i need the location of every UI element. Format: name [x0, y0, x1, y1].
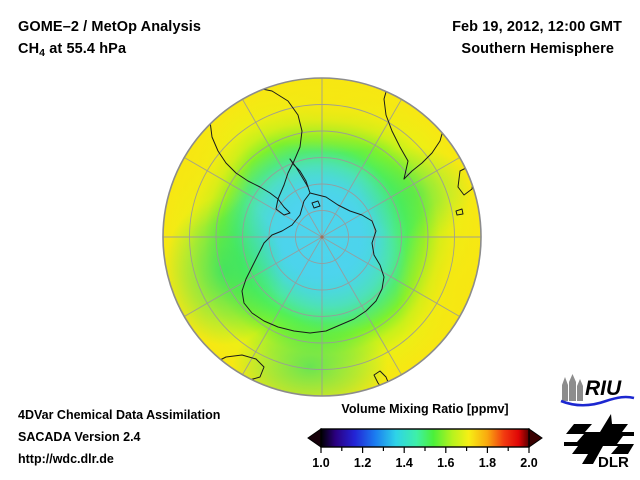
colorbar-tick-label: 1.6: [437, 456, 454, 470]
footer-left: 4DVar Chemical Data Assimilation SACADA …: [18, 404, 308, 470]
colorbar-under-arrow: [307, 428, 322, 448]
region-label: Southern Hemisphere: [461, 41, 614, 57]
riu-wordmark: RIU: [585, 377, 622, 400]
colorbar-title: Volume Mixing Ratio [ppmv]: [341, 402, 509, 416]
header-right: Feb 19, 2012, 12:00 GMT Southern Hemisph…: [322, 16, 622, 60]
colorbar-tick-label: 1.4: [396, 456, 413, 470]
datetime-label: Feb 19, 2012, 12:00 GMT: [452, 19, 622, 35]
colorbar-over-arrow: [528, 428, 543, 448]
globe-limb: [162, 77, 482, 397]
colorbar-tick-label: 2.0: [520, 456, 537, 470]
header-left: GOME–2 / MetOp Analysis CH4 at 55.4 hPa: [18, 16, 348, 64]
instrument-title: GOME–2 / MetOp Analysis: [18, 19, 202, 35]
riu-towers-icon: [562, 374, 583, 401]
version-label: SACADA Version 2.4: [18, 430, 141, 444]
colorbar-gradient: [320, 428, 530, 448]
colorbar-tick-label: 1.8: [479, 456, 496, 470]
colorbar-tick-labels: 1.0 1.2 1.4 1.6 1.8 2.0: [312, 456, 537, 470]
species-subscript: 4: [39, 46, 46, 59]
colorbar-tick-label: 1.2: [354, 456, 371, 470]
species-suffix: at 55.4 hPa: [45, 41, 127, 57]
species-level-title: CH4 at 55.4 hPa: [18, 38, 348, 64]
globe-map: [160, 75, 484, 399]
riu-logo: RIU: [556, 373, 636, 407]
website-link[interactable]: http://wdc.dlr.de: [18, 452, 114, 466]
dlr-pinwheel-icon: [564, 414, 634, 464]
dlr-logo: DLR: [562, 412, 636, 470]
colorbar: Volume Mixing Ratio [ppmv]: [305, 402, 545, 475]
method-label: 4DVar Chemical Data Assimilation: [18, 408, 221, 422]
riu-wave-icon: [560, 395, 635, 407]
dlr-wordmark: DLR: [598, 454, 629, 470]
species-prefix: CH: [18, 41, 40, 57]
colorbar-tick-label: 1.0: [312, 456, 329, 470]
colorbar-ticks: [320, 447, 530, 453]
south-pole-marker: [320, 235, 324, 239]
